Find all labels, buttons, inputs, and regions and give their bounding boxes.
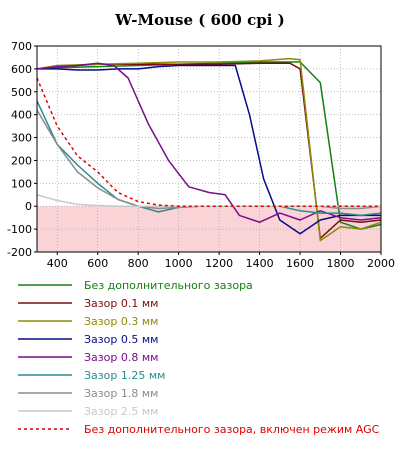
legend-label-4: Зазор 0.8 мм (84, 351, 158, 364)
series-line-6 (36, 109, 382, 210)
y-tick-label: 400 (11, 109, 32, 122)
plot-frame (36, 45, 382, 253)
x-tick-label: 600 (87, 257, 108, 270)
y-tick-label: 500 (11, 86, 32, 99)
plot-area: 400 600 800 1000 1200 1400 1600 1800 20007006005… (7, 40, 395, 270)
y-tick-label: -200 (7, 246, 32, 259)
chart-title: W-Mouse ( 600 cpi ) (114, 11, 284, 29)
x-tick-label: 1800 (327, 257, 355, 270)
series-line-7 (36, 194, 381, 207)
y-tick-label: 200 (11, 154, 32, 167)
y-tick-label: 600 (11, 63, 32, 76)
x-tick-label: 1600 (286, 257, 314, 270)
y-tick-label: 700 (11, 40, 32, 53)
x-tick-label: 800 (128, 257, 149, 270)
x-tick-label: 1200 (205, 257, 233, 270)
x-tick-label: 2000 (367, 257, 395, 270)
y-tick-label: 0 (25, 200, 32, 213)
legend-label-7: Зазор 2.5 мм (84, 405, 158, 418)
x-tick-label: 1000 (165, 257, 193, 270)
legend-label-0: Без дополнительного зазора (84, 279, 253, 292)
y-tick-label: -100 (7, 223, 32, 236)
y-tick-label: 100 (11, 177, 32, 190)
legend-label-3: Зазор 0.5 мм (84, 333, 158, 346)
legend-label-5: Зазор 1.25 мм (84, 369, 165, 382)
series-line-2 (36, 57, 382, 242)
series-line-0 (36, 61, 382, 230)
series-line-8 (36, 77, 381, 207)
x-tick-label: 1400 (246, 257, 274, 270)
series-line-4 (36, 62, 382, 223)
legend-label-1: Зазор 0.1 мм (84, 297, 158, 310)
series-line-3 (37, 64, 381, 235)
y-tick-label: 300 (11, 132, 32, 145)
legend-label-2: Зазор 0.3 мм (84, 315, 158, 328)
legend-label-8: Без дополнительного зазора, включен режи… (84, 423, 380, 436)
legend-label-6: Зазор 1.8 мм (84, 387, 158, 400)
legend: Без дополнительного зазора Зазор 0.1 мм За… (18, 279, 380, 436)
series-line-5 (36, 100, 382, 217)
x-tick-label: 400 (47, 257, 68, 270)
